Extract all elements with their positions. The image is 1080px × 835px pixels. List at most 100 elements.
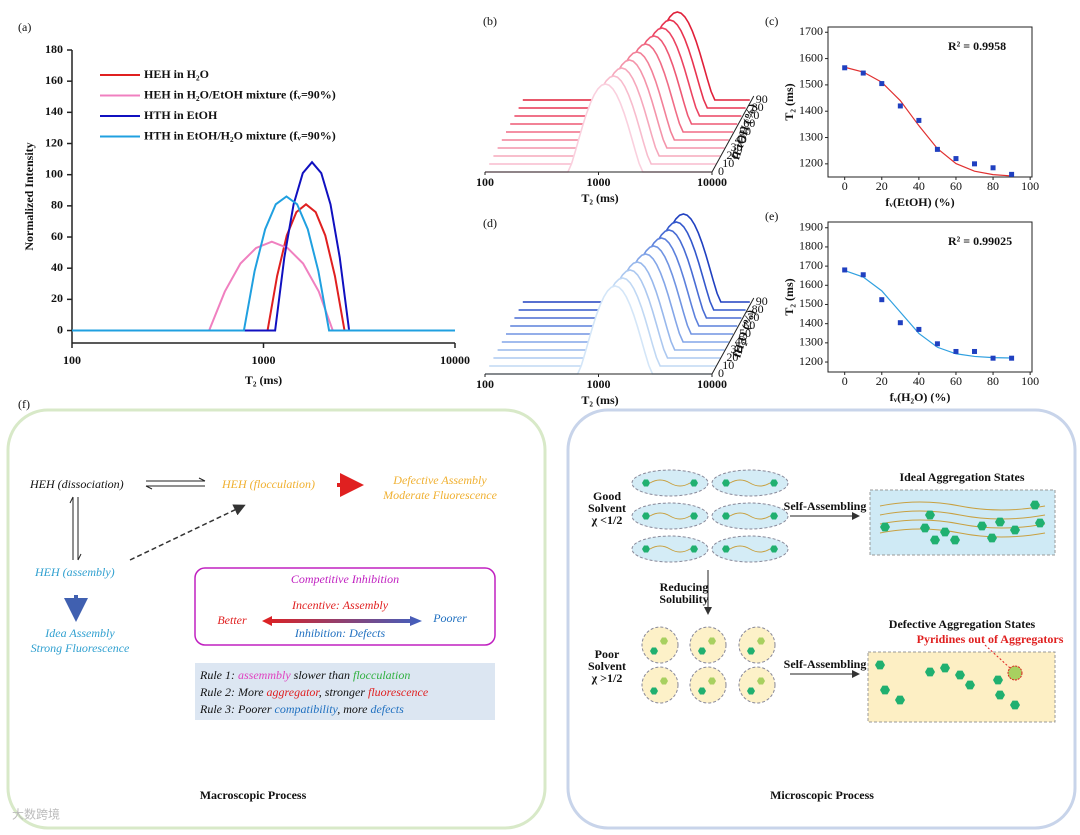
pyridine: [690, 479, 698, 487]
collapsed-coil: [689, 626, 727, 664]
z-tick-label: 40: [735, 132, 747, 146]
defective-states: Defective Aggregation States: [889, 617, 1036, 631]
pyridine: [940, 663, 950, 673]
y-tick-label: 100: [45, 166, 63, 180]
chain: [729, 512, 771, 520]
z-tick-label: 0: [718, 366, 724, 380]
pyridine: [747, 647, 755, 655]
pyridine: [925, 667, 935, 677]
pyridine: [995, 517, 1005, 527]
rule-part: flocculation: [353, 668, 410, 682]
y-tick-label: 1400: [799, 103, 823, 117]
pyridine: [993, 675, 1003, 685]
pyridine: [1010, 525, 1020, 535]
ideal-aggregate: [869, 489, 1056, 556]
chain: [649, 545, 691, 553]
x-tick-label: 20: [876, 374, 888, 388]
y-axis-label: T₂ (ms): [782, 83, 796, 120]
x-tick-label: 100: [476, 377, 494, 391]
y-tick-label: 1800: [799, 239, 823, 253]
rule-part: defects: [370, 702, 404, 716]
y-tick-label: 1900: [799, 220, 823, 234]
pyridine: [698, 647, 706, 655]
point: [842, 267, 848, 273]
inhibition-title: Competitive Inhibition: [291, 572, 399, 586]
point: [972, 161, 978, 167]
x-axis-label: fᵥ(H₂O) (%): [890, 390, 951, 404]
panel-label: (b): [483, 14, 497, 28]
pyridines: Pyridines out of Aggregators: [917, 632, 1064, 646]
x-tick-label: 80: [987, 374, 999, 388]
x-tick-label: 1000: [587, 377, 611, 391]
process-title: Microscopic Process: [770, 788, 874, 802]
x-tick-label: 10000: [697, 377, 727, 391]
legend-label: HEH in H₂O/EtOH mixture (fᵥ=90%): [144, 87, 336, 101]
rule-part: , more: [337, 702, 370, 716]
rule-part: Rule 3: Poorer: [199, 702, 275, 716]
point: [879, 81, 885, 87]
point: [897, 103, 903, 109]
incentive: Incentive: Assembly: [291, 598, 389, 612]
point: [934, 341, 940, 347]
y-tick-label: 160: [45, 73, 63, 87]
x-tick-label: 100: [1021, 179, 1039, 193]
z-tick-label: 50: [739, 124, 751, 138]
rule-part: slower than: [291, 668, 353, 682]
self-assembling: Self-Assembling: [784, 657, 867, 671]
point: [1009, 355, 1015, 361]
ideal-states: Ideal Aggregation States: [899, 470, 1024, 484]
chain: [649, 479, 691, 487]
pyridine: [987, 533, 997, 543]
y-tick-label: 1500: [799, 296, 823, 310]
pyridine: [722, 512, 730, 520]
z-tick-label: 90: [756, 92, 768, 106]
x-tick-label: 60: [950, 179, 962, 193]
rule: Rule 3: Poorer compatibility, more defec…: [199, 702, 404, 716]
x-axis-label: T₂ (ms): [245, 373, 282, 387]
z-tick-label: 10: [722, 156, 734, 170]
y-tick-label: 1700: [799, 258, 823, 272]
pyridine: [698, 687, 706, 695]
y-tick-label: 1400: [799, 315, 823, 329]
pyridine: [955, 670, 965, 680]
poor-solvent: Solvent: [588, 659, 626, 673]
pyridine: [708, 677, 716, 685]
rule-part: , stronger: [319, 685, 368, 699]
pyridine: [940, 527, 950, 537]
poor-solvent: χ >1/2: [591, 671, 623, 685]
annotation: R² = 0.99025: [948, 234, 1012, 248]
pyridine: [642, 512, 650, 520]
point: [842, 65, 848, 71]
legend-label: HTH in EtOH/H₂O mixture (fᵥ=90%): [144, 128, 336, 142]
x-tick-label: 1000: [587, 175, 611, 189]
z-tick-label: 20: [726, 148, 738, 162]
pyridine: [660, 677, 668, 685]
ideal: Idea Assembly: [44, 626, 115, 640]
equilibrium-arrow: [69, 496, 82, 561]
annotation: R² = 0.9958: [948, 39, 1006, 53]
pyridine: [770, 512, 778, 520]
panel-label: (f): [18, 397, 30, 411]
rule: Rule 1: assemmbly slower than flocculati…: [199, 668, 410, 682]
rule-part: Rule 1:: [199, 668, 238, 682]
point: [934, 146, 940, 152]
watermark: 大数跨境: [12, 807, 60, 822]
y-axis-label: Normalized Intensity: [22, 142, 36, 250]
x-axis-label: T₂ (ms): [581, 191, 618, 205]
x-tick-label: 40: [913, 179, 925, 193]
defective: Defective Assembly: [392, 473, 487, 487]
pyridine: [995, 690, 1005, 700]
rule: Rule 2: More aggregator, stronger fluore…: [199, 685, 429, 699]
z-tick-label: 60: [743, 318, 755, 332]
z-tick-label: 70: [747, 310, 759, 324]
process-title: Macroscopic Process: [200, 788, 307, 802]
pyridine: [1035, 518, 1045, 528]
legend-label: HEH in H₂O: [144, 67, 209, 81]
y-tick-label: 0: [57, 322, 63, 336]
z-tick-label: 30: [731, 342, 743, 356]
rule-part: Rule 2: More: [199, 685, 267, 699]
y-tick-label: 1200: [799, 354, 823, 368]
x-tick-label: 100: [1021, 374, 1039, 388]
y-tick-label: 1200: [799, 156, 823, 170]
inhibition-box: [194, 567, 496, 646]
